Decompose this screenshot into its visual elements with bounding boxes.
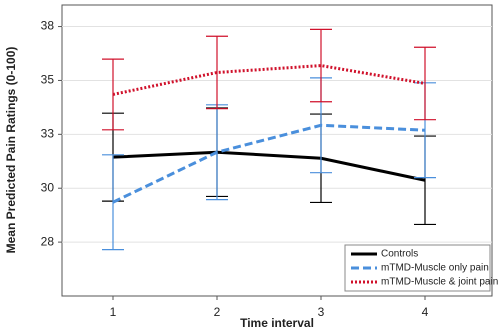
- series-line: [112, 150, 426, 182]
- y-tick-label: 28: [41, 234, 55, 248]
- legend-label: mTMD-Muscle & joint pain: [381, 277, 498, 288]
- y-tick-label: 33: [41, 127, 55, 141]
- legend-label: mTMD-Muscle only pain: [381, 263, 489, 274]
- x-tick-label: 3: [318, 305, 325, 319]
- y-axis-title: Mean Predicted Pain Ratings (0-100): [4, 47, 18, 254]
- error-bar: [414, 46, 436, 121]
- error-bar: [102, 154, 124, 251]
- error-bar: [206, 35, 228, 110]
- x-tick-label: 4: [422, 305, 429, 319]
- error-bar: [102, 58, 124, 131]
- series-line: [112, 123, 426, 204]
- error-bar: [310, 28, 332, 103]
- x-tick-label: 2: [214, 305, 221, 319]
- x-axis-title: Time interval: [240, 316, 314, 330]
- y-tick-label: 35: [41, 73, 55, 87]
- legend-label: Controls: [381, 249, 418, 260]
- x-tick-label: 1: [110, 305, 117, 319]
- series-line: [112, 64, 426, 96]
- y-tick-label: 38: [41, 19, 55, 33]
- y-tick-label: 30: [41, 180, 55, 194]
- plot-frame: [61, 4, 493, 297]
